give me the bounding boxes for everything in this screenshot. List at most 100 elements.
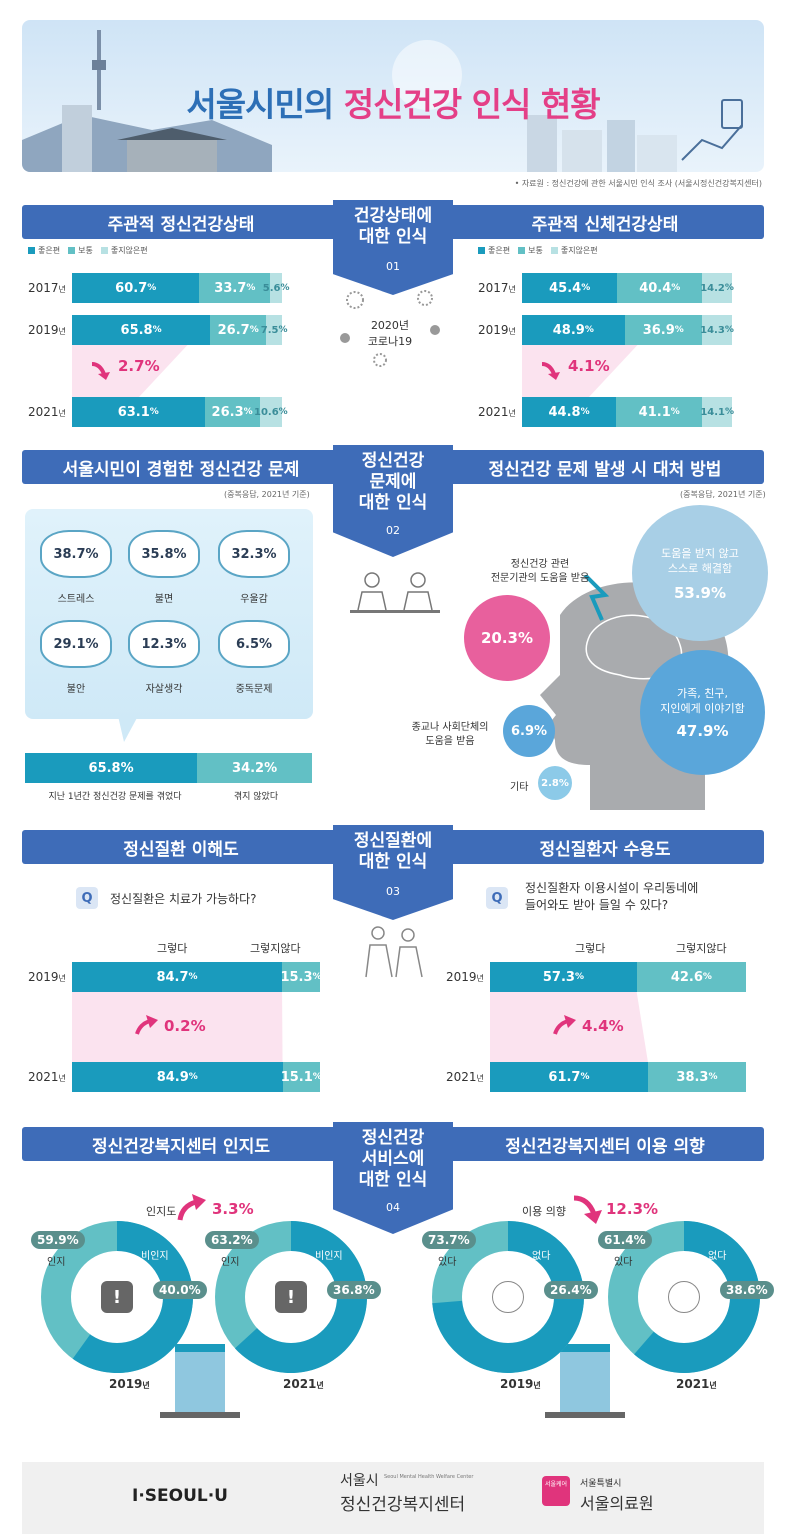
- problem-label: 우울감: [240, 594, 268, 605]
- bar-segment: 41.1%: [616, 397, 703, 427]
- cope-etc-bubble: 2.8%: [538, 766, 572, 800]
- bar-segment: 26.3%: [204, 397, 260, 427]
- bar-segment: 60.7%: [72, 273, 200, 303]
- center-logo-en: Seoul Mental Health Welfare Center: [384, 1474, 474, 1480]
- donut-a-label: 인지: [47, 1257, 66, 1268]
- support-icon: [365, 926, 423, 978]
- bar-segment: 48.9%: [522, 315, 625, 345]
- hospital-logo-badge: 서울케어: [542, 1476, 570, 1506]
- cope-family-bubble: 가족, 친구, 지인에게 이야기함 47.9%: [640, 650, 765, 775]
- donut-b-value: 36.8%: [327, 1281, 381, 1299]
- cope-religion-bubble: 6.9%: [503, 705, 555, 757]
- bar-segment: 84.7%: [72, 962, 283, 992]
- donut-year: 2019년: [500, 1377, 541, 1391]
- donut-a-label: 있다: [438, 1257, 457, 1268]
- s4-right-delta-label: 이용 의향: [522, 1205, 566, 1218]
- year-label: 2017년: [28, 281, 66, 295]
- s4-left-delta-label: 인지도: [146, 1205, 177, 1218]
- panel-pointer: [118, 716, 138, 742]
- problem-label: 불안: [66, 684, 86, 695]
- year-label: 2021년: [28, 1070, 66, 1084]
- hospital-name-a: 서울특별시: [580, 1479, 622, 1489]
- covid-year: 2020년: [370, 319, 410, 332]
- up-arrow-icon: [552, 1014, 578, 1042]
- seoul-logo: I·SEOUL·U: [132, 1486, 228, 1506]
- s3-left-title: 정신질환 이해도: [22, 830, 340, 864]
- bar-segment: 61.7%: [490, 1062, 648, 1092]
- s2-right-title: 정신건강 문제 발생 시 대처 방법: [446, 450, 764, 484]
- problem-label: 불면: [154, 594, 174, 605]
- bar-segment: 42.6%: [636, 962, 746, 992]
- year-label: 2019년: [446, 970, 484, 984]
- bar-segment: 45.4%: [522, 273, 618, 303]
- building-icon: [160, 1344, 240, 1418]
- donut-b-value: 26.4%: [544, 1281, 598, 1299]
- down-arrow-icon: [540, 360, 562, 380]
- s3-left-change-band: [72, 992, 283, 1062]
- q-badge-right: Q: [486, 887, 508, 909]
- problem-label: 스트레스: [57, 594, 95, 605]
- bar-segment: 84.9%: [72, 1062, 283, 1092]
- brain-value: 32.3%: [218, 530, 290, 578]
- center-logo-a: 서울시: [340, 1473, 379, 1489]
- cope-religion-label: 종교나 사회단체의 도움을 받음: [411, 722, 489, 747]
- donut-a-value: 73.7%: [422, 1231, 476, 1249]
- donut-year: 2019년: [109, 1377, 150, 1391]
- donut-chart-2: [432, 1221, 584, 1373]
- donut-center-icon: !: [275, 1281, 307, 1313]
- donut-b-label: 없다: [708, 1251, 727, 1262]
- up-arrow-icon: [134, 1014, 160, 1042]
- down-arrow-icon: [90, 360, 112, 380]
- problem-label: 자살생각: [145, 684, 183, 695]
- col-yes-label: 그렇다: [575, 942, 606, 955]
- brain-value: 6.5%: [218, 620, 290, 668]
- s2-left-title: 서울시민이 경험한 정신건강 문제: [22, 450, 340, 484]
- year-label: 2021년: [478, 405, 516, 419]
- donut-a-label: 인지: [221, 1257, 240, 1268]
- covid-label: 코로나19: [367, 335, 413, 348]
- q-badge-left: Q: [76, 887, 98, 909]
- s3-left-bar-1: 84.9% 15.1%: [72, 1062, 322, 1092]
- year-label: 2017년: [478, 281, 516, 295]
- exp-no-value: 34.2%: [197, 753, 312, 783]
- s4-right-delta: 12.3%: [606, 1200, 659, 1218]
- bar-segment: 36.9%: [624, 315, 702, 345]
- hospital-name-b: 서울의료원: [580, 1494, 654, 1513]
- bar-segment: 14.3%: [700, 315, 734, 345]
- people-icon: [350, 572, 440, 613]
- s1-left-legend: 좋은편 보통 좋지않은편: [28, 245, 148, 256]
- donut-center-icon: !: [101, 1281, 133, 1313]
- s1-left-bar-1: 65.8% 26.7% 7.5%: [72, 315, 287, 345]
- cope-expert-bubble: 20.3%: [464, 595, 550, 681]
- col-no-label: 그렇지않다: [250, 942, 301, 955]
- bar-segment: 14.1%: [700, 397, 734, 427]
- donut-a-value: 61.4%: [598, 1231, 652, 1249]
- bar-segment: 10.6%: [254, 397, 288, 427]
- s3-right-delta: 4.4%: [582, 1017, 624, 1035]
- s1-left-bar-0: 60.7% 33.7% 5.6%: [72, 273, 289, 303]
- s2-left-note: (중복응답, 2021년 기준): [224, 490, 310, 499]
- donut-center-icon: [492, 1281, 524, 1313]
- col-yes-label: 그렇다: [157, 942, 188, 955]
- s3-right-bar-1: 61.7% 38.3%: [490, 1062, 746, 1092]
- source-note: • 자료원 : 정신건강에 관한 서울시민 인식 조사 (서울시정신건강복지센터…: [514, 179, 762, 188]
- donut-b-label: 비인지: [141, 1251, 169, 1262]
- donut-center-icon: [668, 1281, 700, 1313]
- bar-segment: 15.1%: [281, 1062, 322, 1092]
- donut-chart-0: !: [41, 1221, 193, 1373]
- brain-value: 29.1%: [40, 620, 112, 668]
- year-label: 2019년: [28, 323, 66, 337]
- bar-segment: 5.6%: [263, 273, 289, 303]
- cope-expert-label: 정신건강 관련 전문기관의 도움을 받음: [490, 559, 590, 584]
- bar-segment: 40.4%: [617, 273, 703, 303]
- cope-etc-label: 기타: [510, 782, 529, 793]
- s3-left-bar-0: 84.7% 15.3%: [72, 962, 322, 992]
- s1-right-bar-1: 48.9% 36.9% 14.3%: [522, 315, 734, 345]
- up-arrow-icon: [177, 1194, 206, 1221]
- page-title: 서울시민의 정신건강 인식 현황: [186, 85, 600, 124]
- center-logo-b: 정신건강복지센터: [340, 1495, 466, 1515]
- donut-b-value: 40.0%: [153, 1281, 207, 1299]
- donut-a-label: 있다: [614, 1257, 633, 1268]
- building-icon-2: [545, 1344, 625, 1418]
- s1-right-title: 주관적 신체건강상태: [446, 205, 764, 239]
